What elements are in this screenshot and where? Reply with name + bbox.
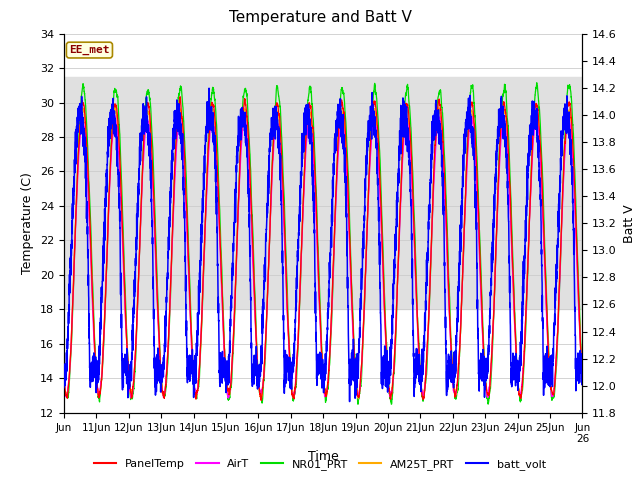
Text: EE_met: EE_met [69,45,109,55]
Y-axis label: Batt V: Batt V [623,204,636,242]
Y-axis label: Temperature (C): Temperature (C) [22,172,35,274]
X-axis label: Time: Time [308,450,339,463]
Text: Temperature and Batt V: Temperature and Batt V [228,10,412,24]
Legend: PanelTemp, AirT, NR01_PRT, AM25T_PRT, batt_volt: PanelTemp, AirT, NR01_PRT, AM25T_PRT, ba… [90,455,550,474]
Bar [64,77,582,310]
